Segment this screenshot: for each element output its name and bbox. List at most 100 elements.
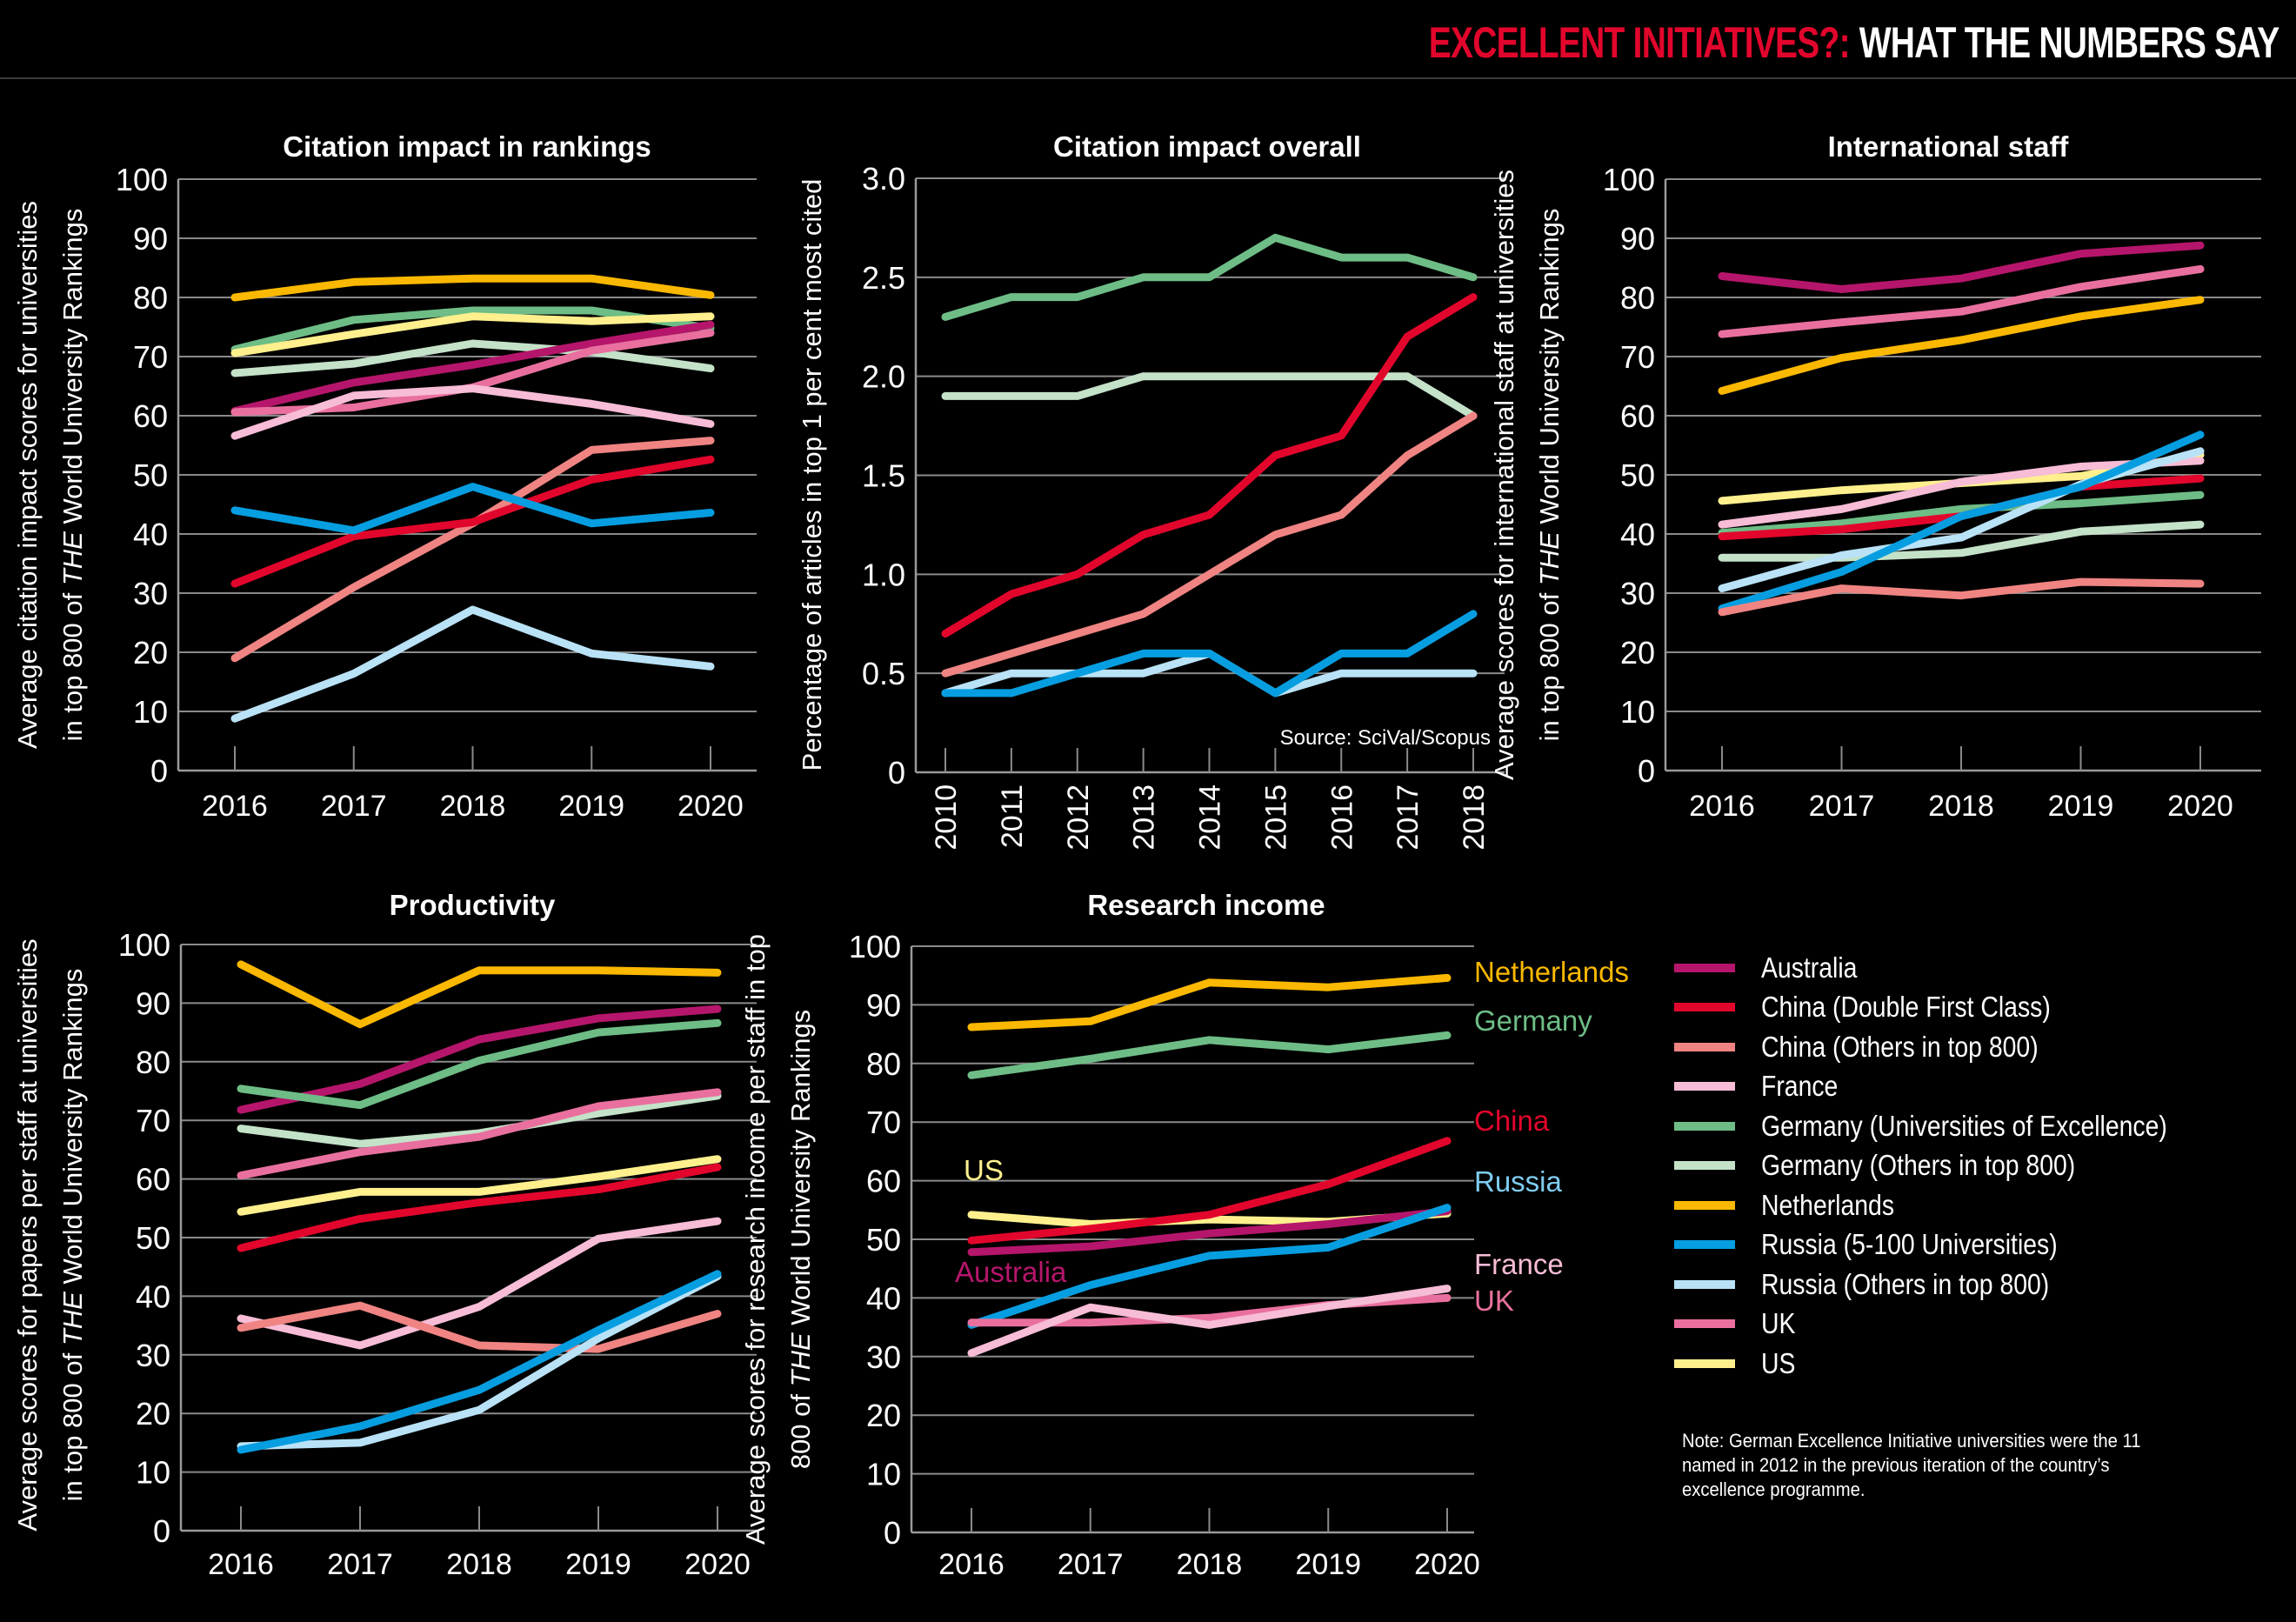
legend-item: France <box>1674 1067 2233 1107</box>
y-tick-label: 100 <box>118 927 170 963</box>
x-tick-label: 2019 <box>558 790 624 823</box>
x-tick-label: 2015 <box>1259 784 1292 851</box>
x-tick-label: 2016 <box>202 790 268 823</box>
inline-series-label: China <box>1474 1105 1550 1137</box>
legend-label: Russia (5-100 Universities) <box>1761 1228 2058 1261</box>
series-line-russia-5-100-universities <box>967 1204 1452 1329</box>
chart-title: Citation impact overall <box>1053 130 1361 163</box>
legend-label: China (Others in top 800) <box>1761 1030 2039 1063</box>
chart-research-income: Research income 0 10 20 30 40 50 60 70 80 90 100 201… <box>740 889 1629 1581</box>
y-axis-label: in top 800 of THE World University Ranki… <box>1534 209 1565 742</box>
y-axis-label: Average citation impact scores for unive… <box>12 201 43 749</box>
chart-productivity: Productivity 0 10 20 30 40 50 60 70 80 90 100 2016 20… <box>12 889 757 1581</box>
series-line-france <box>1718 457 2205 529</box>
y-tick-label: 20 <box>133 635 168 671</box>
series-line-uk <box>1718 264 2205 338</box>
header-divider <box>0 77 2296 79</box>
x-tick-label: 2018 <box>1458 784 1491 851</box>
y-tick-label: 100 <box>849 929 901 965</box>
y-tick-label: 30 <box>866 1339 901 1375</box>
legend-item: Russia (5-100 Universities) <box>1674 1225 2233 1265</box>
y-tick-label: 0 <box>888 755 905 791</box>
y-tick-label: 10 <box>866 1457 901 1492</box>
inline-series-label: UK <box>1474 1285 1514 1317</box>
y-tick-label: 1.0 <box>862 557 905 592</box>
legend-label: US <box>1761 1346 1796 1379</box>
series-line-france <box>230 384 715 440</box>
x-tick-label: 2017 <box>1809 790 1875 823</box>
series-line-us <box>237 1155 722 1216</box>
y-axis-label: in top 800 of THE World University Ranki… <box>57 209 88 742</box>
legend-item: US <box>1674 1344 2233 1384</box>
y-tick-label: 40 <box>136 1278 170 1314</box>
series-line-china-others-in-top-800 <box>941 411 1478 678</box>
y-tick-label: 60 <box>866 1164 901 1199</box>
y-tick-label: 1.5 <box>862 458 905 494</box>
y-tick-label: 40 <box>133 517 168 552</box>
series-line-germany-universities-of-excellence <box>237 1018 722 1110</box>
series-line-uk <box>237 1088 722 1180</box>
header-title-white: WHAT THE NUMBERS SAY <box>1859 18 2279 67</box>
y-tick-label: 90 <box>136 985 170 1021</box>
y-tick-label: 30 <box>1620 576 1655 611</box>
series-line-germany-universities-of-excellence <box>967 1031 1452 1079</box>
legend-item: Russia (Others in top 800) <box>1674 1265 2233 1305</box>
chart-title: International staff <box>1828 130 2070 163</box>
inline-series-label: US <box>964 1154 1004 1186</box>
x-tick-label: 2018 <box>446 1548 512 1581</box>
y-tick-label: 90 <box>1620 221 1655 257</box>
x-tick-label: 2017 <box>1392 784 1425 851</box>
x-tick-label: 2017 <box>1058 1548 1124 1581</box>
series-line-china-double-first-class <box>941 293 1478 638</box>
series-line-france <box>237 1217 722 1350</box>
y-tick-label: 50 <box>1620 457 1655 493</box>
legend-label: France <box>1761 1070 1839 1103</box>
x-tick-label: 2017 <box>321 790 387 823</box>
x-tick-label: 2018 <box>1177 1548 1243 1581</box>
x-tick-label: 2010 <box>930 784 963 851</box>
x-tick-label: 2011 <box>996 784 1029 848</box>
chart-title: Productivity <box>390 889 556 921</box>
y-tick-label: 0 <box>150 753 168 789</box>
legend-label: Australia <box>1761 951 1858 984</box>
series-line-russia-5-100-universities <box>941 610 1478 698</box>
series-line-russia-others-in-top-800 <box>230 605 715 723</box>
y-tick-label: 2.5 <box>862 260 905 296</box>
y-tick-label: 20 <box>1620 635 1655 671</box>
legend-item: UK <box>1674 1305 2233 1345</box>
series-line-russia-5-100-universities <box>230 483 715 535</box>
series-line-china-double-first-class <box>237 1163 722 1252</box>
y-tick-label: 60 <box>1620 398 1655 434</box>
legend-item: Germany (Others in top 800) <box>1674 1146 2233 1186</box>
legend-swatch <box>1674 1240 1735 1250</box>
legend-label: Germany (Others in top 800) <box>1761 1149 2076 1182</box>
x-tick-label: 2019 <box>2048 790 2114 823</box>
x-tick-label: 2016 <box>208 1548 274 1581</box>
x-tick-label: 2013 <box>1128 784 1161 851</box>
y-tick-label: 80 <box>866 1046 901 1082</box>
y-tick-label: 0 <box>884 1515 901 1551</box>
legend-swatch <box>1674 1161 1735 1171</box>
y-tick-label: 40 <box>866 1280 901 1316</box>
x-tick-label: 2019 <box>565 1548 631 1581</box>
legend-label: Russia (Others in top 800) <box>1761 1267 2050 1300</box>
x-tick-label: 2012 <box>1062 784 1095 851</box>
series-line-germany-universities-of-excellence <box>941 233 1478 321</box>
inline-series-label: Germany <box>1474 1005 1592 1037</box>
x-tick-label: 2016 <box>1689 790 1755 823</box>
y-tick-label: 70 <box>1620 339 1655 375</box>
legend-swatch <box>1674 1082 1735 1091</box>
y-tick-label: 10 <box>133 694 168 730</box>
y-tick-label: 30 <box>136 1338 170 1373</box>
legend-swatch <box>1674 1042 1735 1051</box>
series-line-australia <box>967 1207 1452 1257</box>
inline-series-label: Russia <box>1474 1165 1563 1198</box>
series-line-australia <box>237 1005 722 1114</box>
legend-swatch <box>1674 1200 1735 1210</box>
y-tick-label: 0.5 <box>862 656 905 691</box>
y-tick-label: 50 <box>866 1222 901 1258</box>
y-tick-label: 50 <box>136 1220 170 1256</box>
series-line-australia <box>1718 241 2205 293</box>
x-tick-label: 2020 <box>684 1548 751 1581</box>
x-tick-label: 2016 <box>1325 784 1358 851</box>
